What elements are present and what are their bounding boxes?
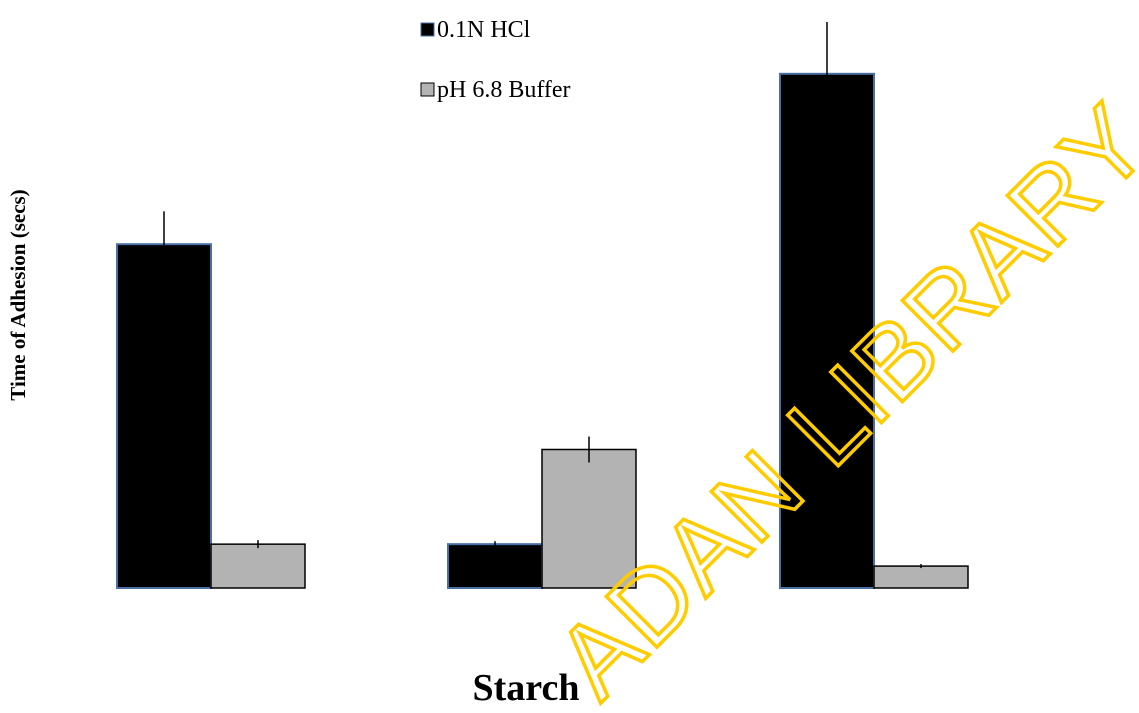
- bar-hcl-group-2: [447, 543, 543, 589]
- legend-label-hcl: 0.1N HCl: [437, 17, 531, 43]
- bar-buffer-group-1: [210, 543, 306, 589]
- bar-buffer-group-3: [873, 565, 969, 589]
- bar-hcl-group-1: [116, 243, 212, 589]
- legend: 0.1N HCl pH 6.8 Buffer: [420, 17, 571, 103]
- legend-swatch-hcl: [420, 22, 435, 37]
- x-axis-label: Starch: [473, 667, 580, 709]
- legend-swatch-buffer: [420, 82, 435, 97]
- bar-buffer-group-2: [541, 448, 637, 589]
- legend-label-buffer: pH 6.8 Buffer: [437, 77, 571, 103]
- error-bars-layer: [163, 21, 922, 569]
- y-axis-label: Time of Adhesion (secs): [6, 189, 30, 400]
